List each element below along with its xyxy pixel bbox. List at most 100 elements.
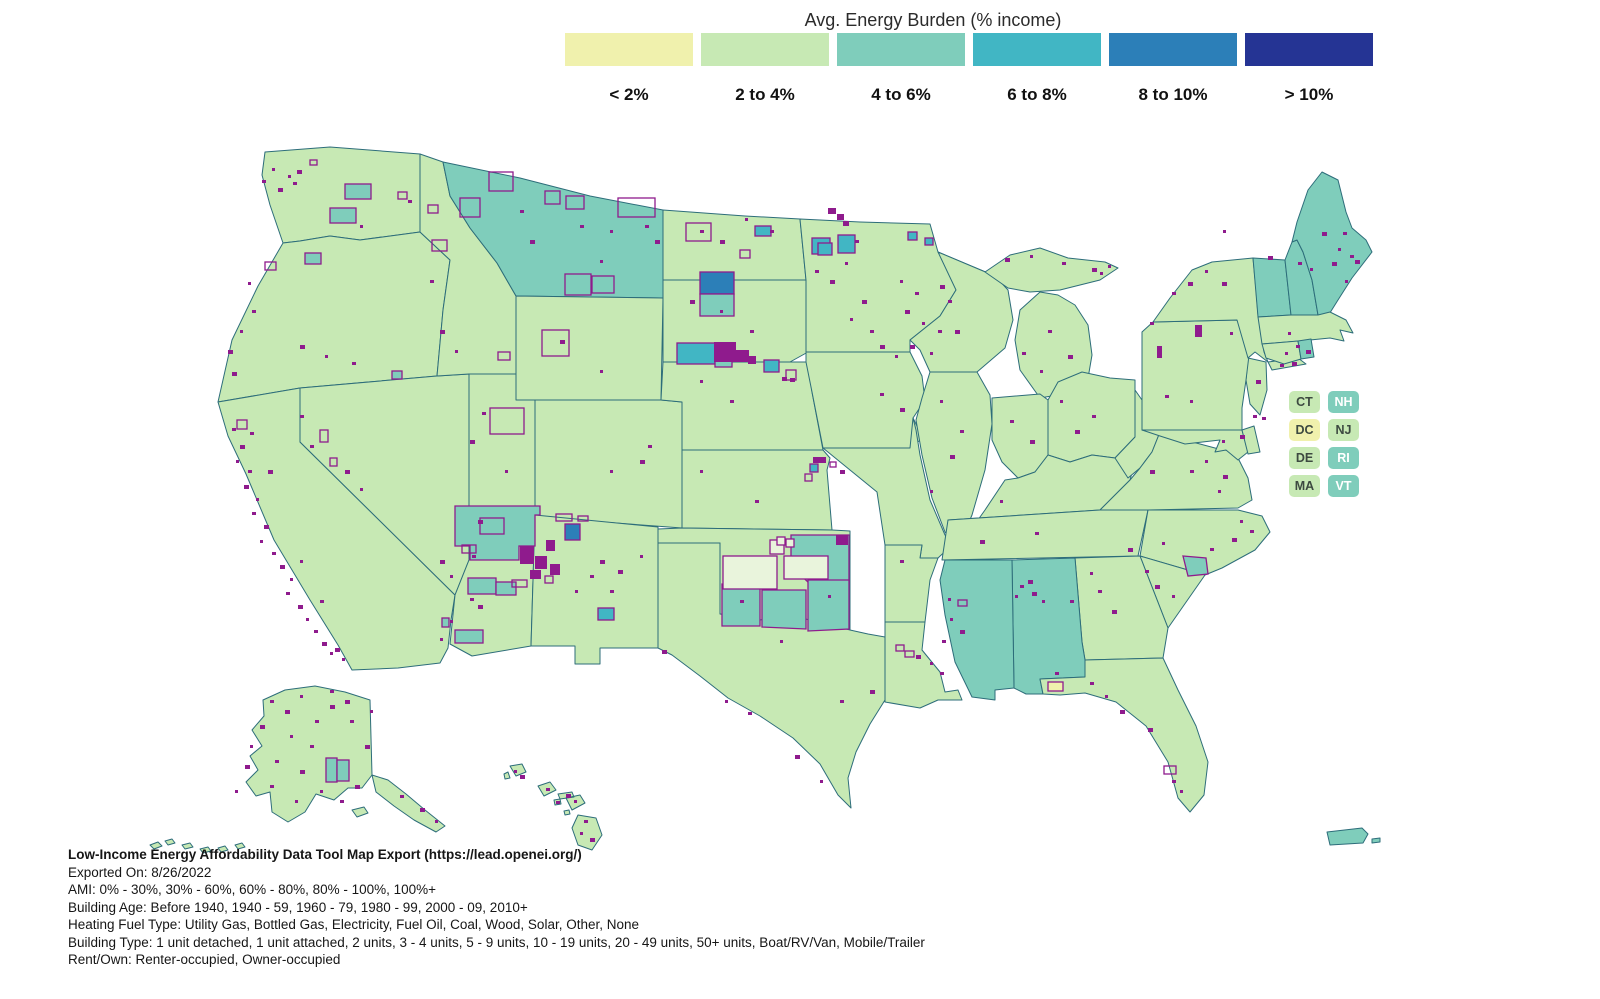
tribal-area-dot: [472, 555, 476, 558]
tribal-area-overlay: [829, 461, 837, 468]
tribal-area-overlay: [761, 589, 807, 630]
tribal-area-dot: [895, 355, 898, 358]
tribal-area-dot: [1296, 345, 1300, 348]
legend-range-labels: < 2% 2 to 4% 4 to 6% 6 to 8% 8 to 10% > 10%: [565, 85, 1373, 105]
tribal-area-cluster: [836, 535, 848, 545]
tribal-area-dot: [790, 378, 795, 382]
tribal-area-overlay: [785, 538, 795, 548]
state-chip-VT: VT: [1328, 475, 1359, 497]
tribal-area-cluster: [843, 221, 849, 226]
state-RI: [1297, 338, 1315, 360]
legend-color-ramp: [565, 33, 1373, 66]
tribal-area-dot: [330, 690, 334, 693]
state-chip-DC: DC: [1289, 419, 1320, 441]
tribal-area-dot: [645, 225, 649, 228]
tribal-area-overlay: [1163, 765, 1177, 775]
tribal-area-overlay: [459, 197, 481, 218]
tribal-area-dot: [938, 330, 942, 333]
tribal-area-dot: [482, 412, 486, 415]
tribal-area-overlay: [495, 581, 517, 596]
tribal-area-dot: [520, 210, 524, 213]
state-SD: [662, 279, 809, 363]
tribal-area-dot: [1150, 322, 1154, 325]
tribal-area-overlay: [236, 419, 248, 430]
tribal-area-dot: [1230, 332, 1233, 335]
legend-label-4to6: 4 to 6%: [871, 85, 931, 104]
state-TN: [941, 509, 1149, 561]
tribal-area-overlay: [489, 407, 525, 435]
tribal-area-overlay: [488, 171, 514, 192]
tribal-area-dot: [880, 345, 885, 349]
tribal-area-dot: [828, 595, 831, 598]
tribal-area-cluster: [546, 540, 555, 551]
tribal-area-dot: [272, 168, 275, 171]
tribal-area-dot: [546, 788, 550, 791]
state-MI-UP: [984, 247, 1119, 293]
tribal-area-dot: [248, 470, 252, 473]
tribal-area-dot: [320, 790, 323, 793]
legend-label-gt10: > 10%: [1284, 85, 1334, 104]
tribal-area-overlay: [617, 197, 656, 218]
tribal-area-dot: [700, 230, 704, 233]
tribal-area-dot: [1190, 470, 1194, 473]
tribal-area-dot: [1190, 400, 1193, 403]
tribal-area-dot: [228, 350, 233, 354]
tribal-area-dot: [862, 300, 867, 304]
tribal-area-dot: [1010, 420, 1014, 423]
state-AK-panhandle: [371, 774, 446, 833]
tribal-area-dot: [290, 578, 293, 581]
tribal-area-dot: [1322, 232, 1327, 236]
tribal-area-dot: [300, 770, 305, 774]
tribal-area-dot: [298, 605, 303, 609]
tribal-area-dot: [662, 650, 667, 654]
tribal-area-dot: [600, 260, 603, 263]
tribal-area-dot: [1188, 282, 1193, 286]
state-PR: [1326, 827, 1369, 846]
export-metadata-line-1: Low-Income Energy Affordability Data Too…: [68, 847, 582, 862]
state-AL: [1011, 557, 1086, 695]
tribal-area-dot: [310, 445, 314, 448]
export-metadata-line-5: Heating Fuel Type: Utility Gas, Bottled …: [68, 917, 639, 932]
tribal-area-overlay: [544, 575, 554, 584]
tribal-area-overlay: [1047, 681, 1064, 692]
tribal-area-dot: [470, 598, 474, 601]
tribal-area-dot: [840, 700, 844, 703]
tribal-area-dot: [280, 565, 285, 569]
tribal-area-overlay: [397, 191, 408, 200]
tribal-area-overlay: [319, 429, 329, 443]
tribal-area-overlay: [924, 237, 934, 246]
tribal-area-dot: [700, 470, 703, 473]
tribal-area-dot: [1032, 592, 1037, 596]
tribal-area-dot: [610, 230, 613, 233]
tribal-area-overlay: [577, 515, 589, 522]
state-KS: [681, 449, 833, 531]
state-DE: [1241, 425, 1261, 455]
tribal-area-dot: [1218, 490, 1221, 493]
tribal-area-dot: [335, 648, 340, 652]
tribal-area-dot: [260, 725, 265, 729]
state-chip-DE: DE: [1289, 447, 1320, 469]
tribal-area-dot: [250, 432, 254, 435]
tribal-area-dot: [297, 170, 302, 174]
tribal-area-dot: [355, 785, 360, 789]
tribal-area-dot: [940, 672, 944, 675]
tribal-area-dot: [755, 500, 759, 503]
tribal-area-dot: [300, 695, 303, 698]
state-OH: [1047, 371, 1136, 463]
legend-swatch-4to6: [837, 33, 965, 66]
tribal-area-dot: [1035, 532, 1039, 535]
legend-swatch-6to8: [973, 33, 1101, 66]
tribal-area-dot: [855, 240, 859, 243]
tribal-area-dot: [880, 393, 884, 396]
tribal-area-dot: [1338, 248, 1341, 251]
tribal-area-dot: [1250, 530, 1254, 533]
tribal-area-dot: [440, 330, 445, 334]
tribal-area-dot: [270, 700, 274, 703]
state-chip-RI: RI: [1328, 447, 1359, 469]
tribal-area-dot: [1000, 500, 1003, 503]
tribal-area-overlay: [329, 207, 357, 224]
state-chip-MA: MA: [1289, 475, 1320, 497]
tribal-area-cluster: [735, 350, 749, 362]
tribal-area-dot: [574, 800, 577, 803]
tribal-area-dot: [1222, 440, 1225, 443]
